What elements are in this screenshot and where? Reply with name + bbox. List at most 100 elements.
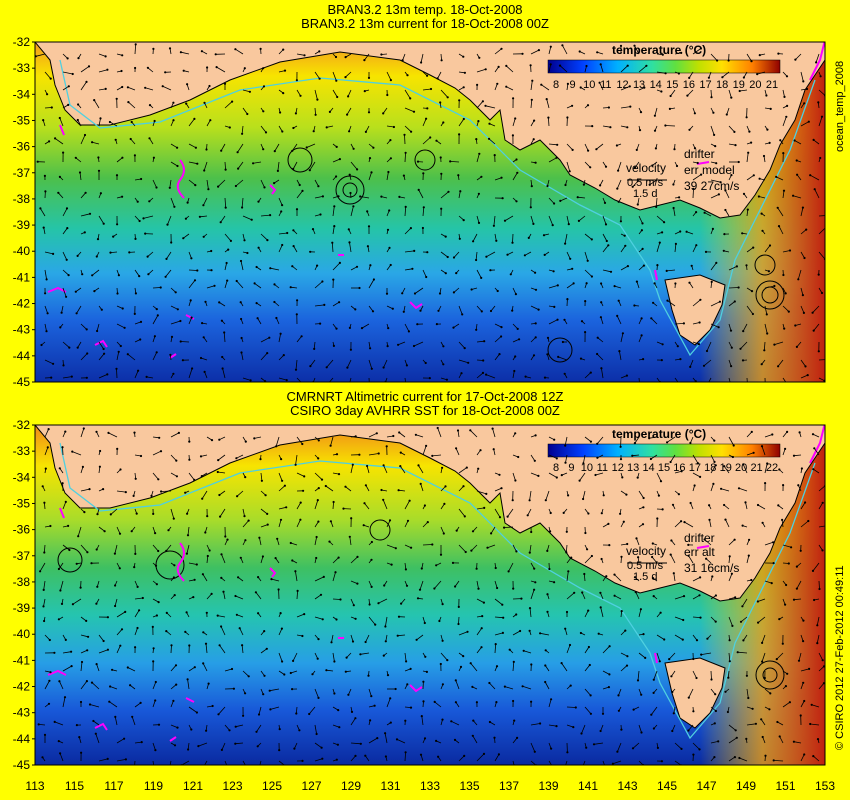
current-vector [710,125,715,136]
current-vector [620,86,630,91]
current-vector-head [700,653,703,656]
current-vector-head [568,170,571,173]
current-vector-head [106,648,109,651]
current-vector-head [675,164,679,168]
current-vector-head [641,523,645,526]
colorbar-tick-8: 8 [553,79,559,91]
current-vector-head [604,165,608,168]
current-vector-head [173,594,176,597]
current-vector [98,69,108,73]
current-vector [368,305,374,312]
current-vector [274,143,280,152]
current-vector [777,359,784,367]
current-vector-head [492,224,495,227]
current-vector-head [138,609,141,612]
current-vector-head [388,246,391,249]
current-vector-head [311,228,315,231]
current-vector [634,45,640,55]
current-vector-head [715,261,718,264]
current-vector-head [130,120,133,124]
current-vector-head [108,700,111,703]
current-vector [757,598,766,602]
current-vector-head [818,587,821,591]
current-vector-head [338,301,341,304]
lat-tick--32: -32 [13,35,31,49]
current-vector-head [676,345,679,348]
current-vector-head [683,521,686,524]
current-vector [368,616,376,625]
current-vector-head [657,494,661,497]
current-vector [673,207,676,217]
current-vector-head [477,192,480,195]
current-vector-head [159,450,163,453]
current-vector-head [80,660,84,664]
current-vector [292,652,298,662]
lat-tick--40: -40 [13,244,31,258]
current-vector-head [457,605,460,609]
current-vector-head [652,301,655,304]
current-vector [584,161,591,168]
current-vector [152,287,161,289]
current-vector [368,359,373,369]
current-vector-head [170,335,174,338]
current-vector-head [88,212,92,215]
current-vector-head [739,347,742,350]
current-vector-head [406,74,409,77]
current-vector [710,454,715,463]
current-vector [656,71,666,74]
current-vector-head [285,379,288,382]
colorbar-tick-10: 10 [581,462,593,474]
current-vector [728,436,735,446]
current-vector-head [555,156,558,159]
current-vector-head [262,85,266,88]
current-vector-head [480,175,483,178]
current-vector-head [354,754,357,758]
current-vector [524,251,532,256]
current-vector-head [337,473,341,476]
current-vector-head [577,219,581,222]
current-vector-head [174,291,177,294]
current-vector-head [337,556,340,559]
current-vector [674,760,682,765]
current-vector [206,179,209,190]
current-vector-head [636,476,639,479]
current-vector-head [88,488,91,491]
bottom-err-value: 31 16cm/s [684,561,739,575]
current-vector [710,194,720,199]
lat-tick--45: -45 [13,758,31,772]
current-vector [602,233,608,242]
current-vector [818,485,825,492]
current-vector [131,716,136,726]
current-vector-head [600,301,603,304]
current-vector-head [745,674,749,677]
current-vector-head [295,313,298,316]
current-vector-head [184,217,187,220]
current-vector-head [242,714,245,717]
current-vector [656,634,665,640]
current-vector-head [322,575,325,579]
current-vector [728,539,735,546]
current-vector-head [165,257,168,260]
current-vector [80,649,88,654]
current-vector-head [155,351,158,354]
current-vector-head [768,708,771,711]
current-vector-head [516,327,519,330]
current-vector-head [281,660,284,663]
current-vector-head [370,695,373,698]
current-vector-head [112,235,115,238]
current-vector-head [119,468,122,471]
current-vector-head [257,200,260,203]
current-vector-head [420,567,423,570]
current-vector-head [497,753,500,756]
current-vector [220,143,226,151]
current-vector-head [715,162,718,165]
current-vector-head [655,205,658,208]
current-vector-head [79,700,83,704]
current-vector-head [516,171,519,174]
current-vector-head [109,685,112,688]
current-vector-head [102,222,105,225]
current-vector-head [654,147,658,150]
current-vector [584,664,591,672]
current-vector-head [373,704,376,707]
current-vector [602,670,610,675]
